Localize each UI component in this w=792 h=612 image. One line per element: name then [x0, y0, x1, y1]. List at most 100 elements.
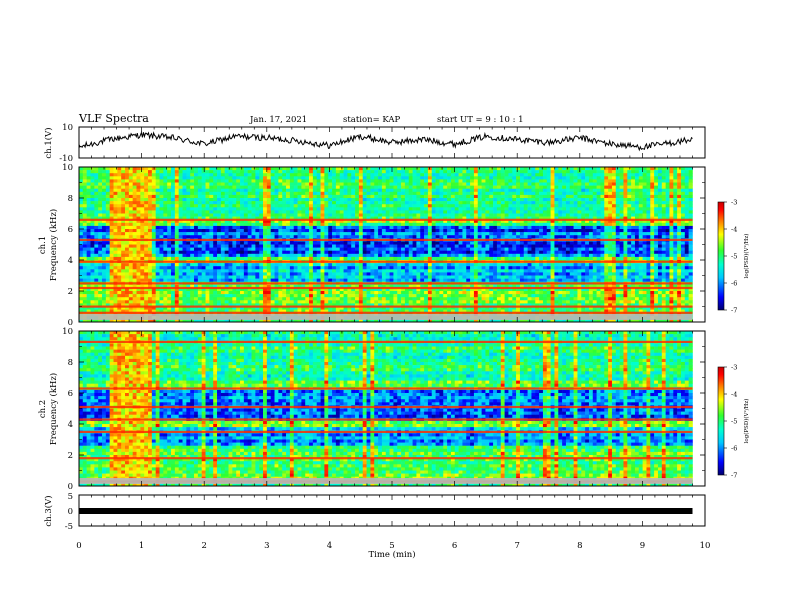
spectrogram-cell — [98, 241, 103, 245]
spectrogram-cell — [98, 256, 103, 261]
spectrogram-cell — [397, 241, 402, 245]
spectrogram-cell — [232, 284, 237, 289]
spectrogram-cell — [259, 170, 264, 174]
spectrogram-cell — [339, 256, 344, 261]
spectrogram-cell — [332, 306, 337, 310]
spectrogram-cell — [128, 306, 133, 310]
spectrogram-cell — [301, 272, 306, 276]
spectrogram-cell — [140, 300, 145, 304]
spectrogram-cell — [167, 194, 172, 199]
spectrogram-cell — [197, 272, 202, 276]
spectrogram-cell — [102, 216, 107, 220]
spectrogram-cell — [182, 303, 187, 307]
spectrogram-cell — [305, 244, 310, 248]
spectrogram-cell — [79, 250, 84, 255]
spectrogram-cell — [113, 309, 118, 313]
spectrogram-cell — [316, 266, 321, 270]
spectrogram-cell — [397, 266, 402, 270]
spectrogram-cell — [454, 229, 459, 233]
spectrogram-cell — [255, 306, 260, 310]
spectrogram-cell — [90, 318, 95, 323]
spectrogram-cell — [447, 263, 452, 267]
spectrogram-cell — [251, 210, 256, 214]
spectrogram-cell — [259, 188, 264, 193]
spectrogram-cell — [220, 176, 225, 180]
spectrogram-cell — [82, 269, 87, 273]
spectrogram-cell — [251, 306, 256, 310]
spectrogram-cell — [397, 309, 402, 313]
spectrogram-cell — [286, 291, 291, 295]
spectrogram-cell — [266, 284, 272, 289]
spectrogram-cell — [209, 229, 214, 233]
spectrogram-cell — [263, 185, 268, 189]
spectrogram-cell — [220, 182, 225, 186]
spectrogram-cell — [105, 198, 110, 202]
spectrogram-cell — [332, 272, 337, 276]
spectrogram-cell — [194, 170, 199, 174]
spectrogram-cell — [320, 275, 325, 279]
spectrogram-cell — [397, 275, 402, 279]
spectrogram-cell — [190, 297, 195, 301]
spectrogram-cell — [148, 191, 153, 196]
spectrogram-cell — [82, 266, 87, 270]
spectrogram-cell — [278, 300, 283, 304]
spectrogram-cell — [412, 194, 417, 199]
spectrogram-cell — [220, 191, 225, 196]
spectrogram-cell — [347, 179, 352, 183]
spectrogram-cell — [163, 194, 168, 199]
spectrogram-cell — [86, 229, 91, 233]
spectrogram-cell — [197, 213, 202, 217]
spectrogram-cell — [427, 179, 433, 183]
spectrogram-cell — [381, 185, 387, 189]
spectrogram-cell — [201, 275, 206, 279]
spectrogram-cell — [320, 213, 325, 217]
spectrogram-cell — [358, 309, 364, 313]
spectrogram-cell — [213, 207, 218, 211]
spectrogram-cell — [201, 303, 206, 307]
spectrogram-cell — [427, 272, 433, 276]
spectrogram-cell — [167, 167, 172, 171]
spectrogram-cell — [251, 222, 256, 227]
spectrogram-cell — [424, 213, 429, 217]
spectrogram-cell — [343, 198, 348, 202]
spectrogram-cell — [397, 222, 402, 227]
spectrogram-cell — [174, 213, 179, 217]
spectrogram-cell — [389, 179, 394, 183]
spectrogram-cell — [247, 263, 252, 267]
spectrogram-cell — [381, 210, 387, 214]
spectrogram-cell — [282, 170, 287, 174]
spectrogram-cell — [94, 185, 99, 189]
spectrogram-cell — [347, 173, 352, 177]
spectrogram-cell — [270, 272, 275, 276]
spectrogram-cell — [182, 179, 187, 183]
spectrogram-cell — [263, 201, 268, 205]
spectrogram-cell — [420, 207, 425, 211]
spectrogram-cell — [128, 232, 133, 236]
spectrogram-cell — [113, 318, 118, 323]
spectrogram-cell — [167, 303, 172, 307]
spectrogram-cell — [174, 229, 179, 233]
spectrogram-cell — [178, 244, 183, 248]
spectrogram-cell — [205, 229, 210, 233]
spectrogram-cell — [247, 210, 252, 214]
spectrogram-cell — [98, 309, 103, 313]
spectrogram-cell — [355, 272, 360, 276]
spectrogram-cell — [82, 250, 87, 255]
spectrogram-cell — [159, 173, 164, 177]
spectrogram-cell — [224, 266, 229, 270]
spectrogram-cell — [105, 207, 110, 211]
spectrogram-cell — [171, 173, 176, 177]
spectrogram-cell — [259, 235, 264, 239]
spectrogram-cell — [228, 194, 233, 199]
spectrogram-cell — [293, 188, 298, 193]
spectrogram-cell — [255, 204, 260, 208]
spectrogram-cell — [320, 247, 325, 251]
spectrogram-cell — [194, 188, 199, 193]
spectrogram-cell — [209, 204, 214, 208]
spectrogram-cell — [144, 179, 149, 183]
spectrogram-cell — [385, 219, 390, 224]
spectrogram-cell — [255, 210, 260, 214]
spectrogram-cell — [454, 232, 459, 236]
spectrogram-cell — [240, 188, 245, 193]
spectrogram-cell — [450, 300, 456, 304]
